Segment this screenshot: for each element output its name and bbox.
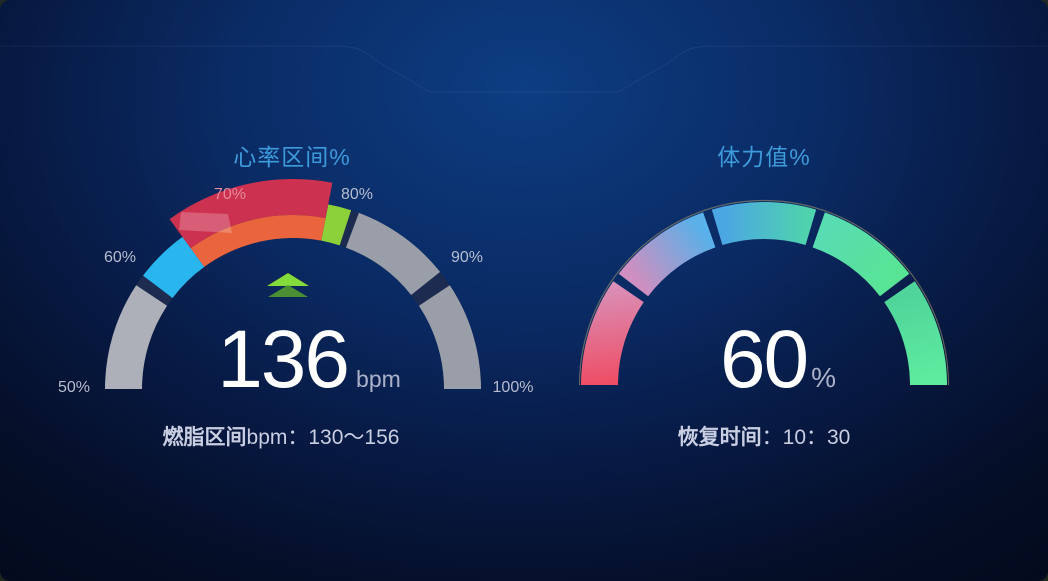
svg-text:60%: 60% [104,249,136,266]
svg-text:50%: 50% [58,379,90,396]
svg-text:80%: 80% [341,186,373,203]
svg-text:70%: 70% [214,186,246,203]
svg-text:90%: 90% [451,249,483,266]
